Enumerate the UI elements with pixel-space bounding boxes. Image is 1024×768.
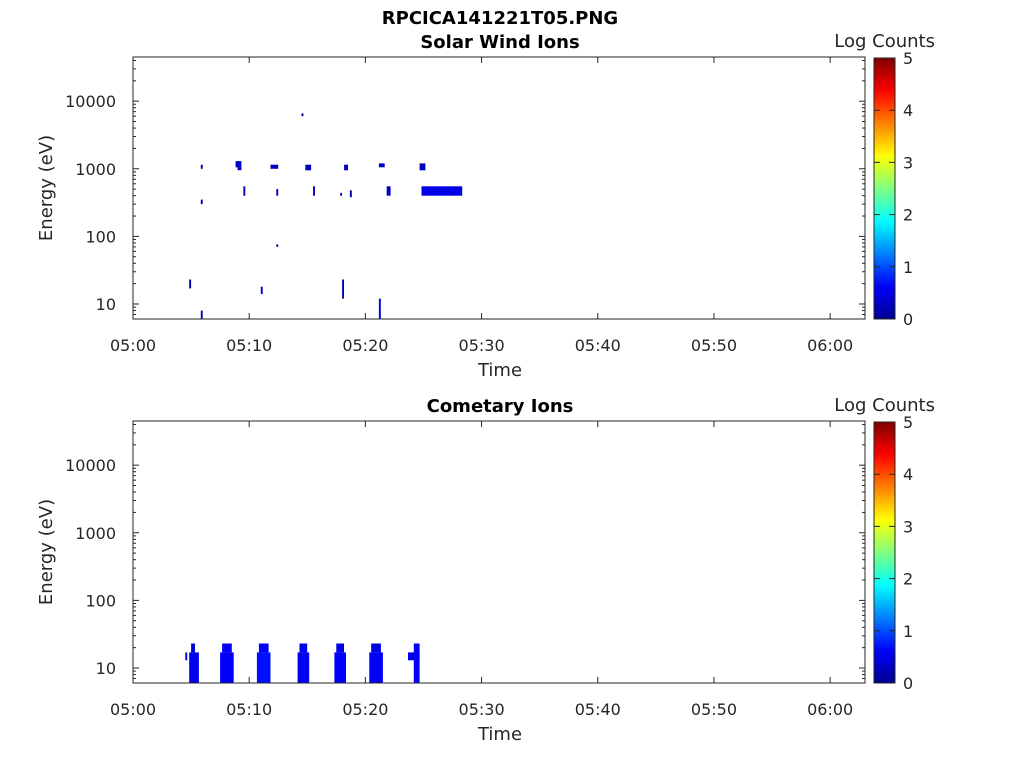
x-axis-label: Time [477,360,522,381]
heatmap-cell [313,186,315,196]
plot-frame [132,420,866,684]
heatmap-cell [276,189,279,196]
colorbar-tick-label: 2 [903,206,913,225]
heatmap-cell [305,164,312,171]
heatmap-cell [243,186,246,196]
x-tick-label: 06:00 [807,336,853,355]
heatmap-cell [421,186,463,196]
heatmap-cell [413,643,420,683]
x-tick-label: 06:00 [807,700,853,719]
y-tick-label: 10 [96,659,116,678]
colorbar [873,57,896,320]
heatmap-cell [297,652,310,683]
heatmap-cell [189,652,199,683]
panel-title: Cometary Ions [427,396,574,417]
colorbar-tick-label: 0 [903,674,913,693]
y-tick-label: 100 [85,227,116,246]
heatmap-cell [220,652,234,683]
y-axis-label: Energy (eV) [36,499,57,605]
y-tick-label: 10000 [65,92,116,111]
colorbar-tick-label: 4 [903,465,913,484]
y-axis-ticks: 10 100 1000 10000 [65,423,865,684]
solar-wind-ions-panel: Solar Wind Ions Log Counts 1010010001000… [36,31,935,381]
heatmap-cell [200,199,203,205]
x-axis-label: Time [477,724,522,745]
heatmap-cell [378,163,385,168]
figure-title: RPCICA141221T05.PNG [382,8,618,29]
colorbar-tick-label: 2 [903,570,913,589]
cometary-ions-panel: Cometary Ions Log Counts 10100100010000 … [36,395,935,745]
heatmap-cell [299,643,308,653]
heatmap-cell [258,643,269,653]
colorbar [873,421,896,684]
heatmap-cell [336,643,344,653]
heatmap-cell [419,163,426,171]
heatmap-cell [235,161,242,168]
heatmap-cells [189,113,463,319]
colorbar-tick-label: 5 [903,413,913,432]
heatmap-cell [371,643,381,653]
y-tick-label: 1000 [75,524,116,543]
colorbar-tick-label: 0 [903,310,913,329]
x-tick-label: 05:30 [459,336,505,355]
x-tick-label: 05:50 [691,700,737,719]
heatmap-cells [185,643,420,683]
heatmap-cell [189,279,192,289]
x-tick-label: 05:40 [575,336,621,355]
heatmap-cell [222,643,232,653]
heatmap-cell [185,652,188,661]
x-tick-label: 05:10 [226,336,272,355]
y-axis-ticks: 10 100 1000 10000 [65,59,865,320]
heatmap-cell [301,113,304,117]
x-tick-label: 05:10 [226,700,272,719]
x-tick-label: 05:20 [342,700,388,719]
heatmap-cell [237,167,242,171]
y-tick-label: 100 [85,591,116,610]
heatmap-cell [344,164,348,171]
x-tick-label: 05:30 [459,700,505,719]
x-tick-label: 05:40 [575,700,621,719]
heatmap-cell [270,164,279,169]
heatmap-cell [340,192,343,196]
heatmap-cell [191,643,195,653]
heatmap-cell [349,190,352,198]
colorbar-tick-label: 5 [903,49,913,68]
colorbar-tick-label: 3 [903,153,913,172]
y-axis-label: Energy (eV) [36,135,57,241]
heatmap-cell [386,186,391,196]
colorbar-label: Log Counts [834,395,935,416]
x-tick-label: 05:00 [110,700,156,719]
colorbar-label: Log Counts [834,31,935,52]
heatmap-cell [200,164,203,169]
heatmap-cell [256,652,271,683]
x-tick-label: 05:00 [110,336,156,355]
colorbar-ticks: 0 1 2 3 4 5 [874,49,913,329]
panel-title: Solar Wind Ions [420,32,579,53]
heatmap-cell [200,310,203,319]
colorbar-tick-label: 1 [903,622,913,641]
x-axis-ticks: 05:00 05:10 05:20 05:30 05:40 05:50 06:00 [110,421,853,719]
x-axis-ticks: 05:00 05:10 05:20 05:30 05:40 05:50 06:00 [110,57,853,355]
heatmap-cell [260,286,263,295]
y-tick-label: 10000 [65,456,116,475]
colorbar-tick-label: 4 [903,101,913,120]
plot-frame [132,56,866,320]
colorbar-tick-label: 1 [903,258,913,277]
y-tick-label: 1000 [75,160,116,179]
y-tick-label: 10 [96,295,116,314]
heatmap-cell [369,652,383,683]
colorbar-tick-label: 3 [903,517,913,536]
x-tick-label: 05:50 [691,336,737,355]
heatmap-cell [378,298,381,319]
colorbar-ticks: 0 1 2 3 4 5 [874,413,913,693]
heatmap-cell [276,244,279,247]
heatmap-cell [342,279,344,299]
heatmap-cell [334,652,346,683]
x-tick-label: 05:20 [342,336,388,355]
